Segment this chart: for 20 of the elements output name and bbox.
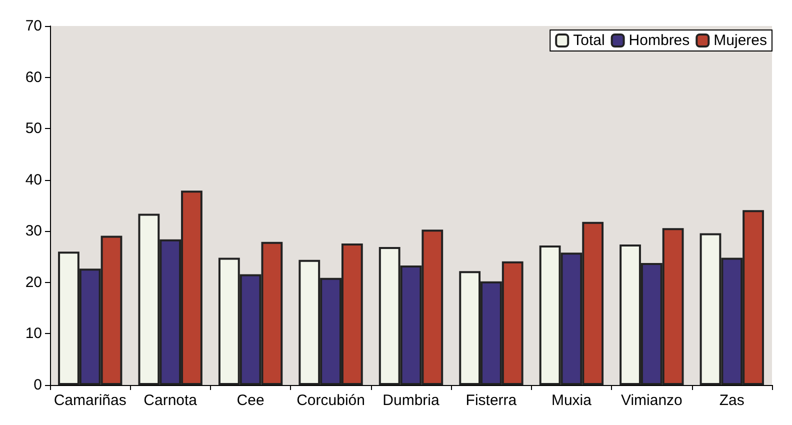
x-tick-label: Cee: [236, 392, 264, 409]
x-tick-label: Vimianzo: [620, 392, 682, 409]
y-tick-label: 0: [34, 376, 42, 394]
y-tick-label: 10: [25, 325, 42, 342]
y-tick-label: 30: [25, 222, 42, 240]
x-tick-label: Dumbria: [382, 392, 440, 409]
x-tick-label: Zas: [719, 392, 744, 409]
legend-label: Mujeres: [714, 32, 768, 49]
y-tick-label: 70: [25, 18, 42, 34]
x-tick-label: Carnota: [144, 392, 198, 409]
legend-label: Total: [573, 32, 605, 49]
y-tick-label: 50: [25, 120, 42, 138]
y-tick-label: 60: [25, 68, 42, 86]
x-tick-label: Fisterra: [466, 392, 518, 409]
x-tick-label: Corcubión: [296, 392, 365, 409]
y-tick-label: 20: [25, 274, 42, 291]
x-tick-label: Muxia: [551, 392, 592, 409]
y-tick-label: 40: [25, 171, 42, 188]
legend-label: Hombres: [628, 32, 690, 49]
x-tick-label: Camariñas: [54, 392, 126, 409]
